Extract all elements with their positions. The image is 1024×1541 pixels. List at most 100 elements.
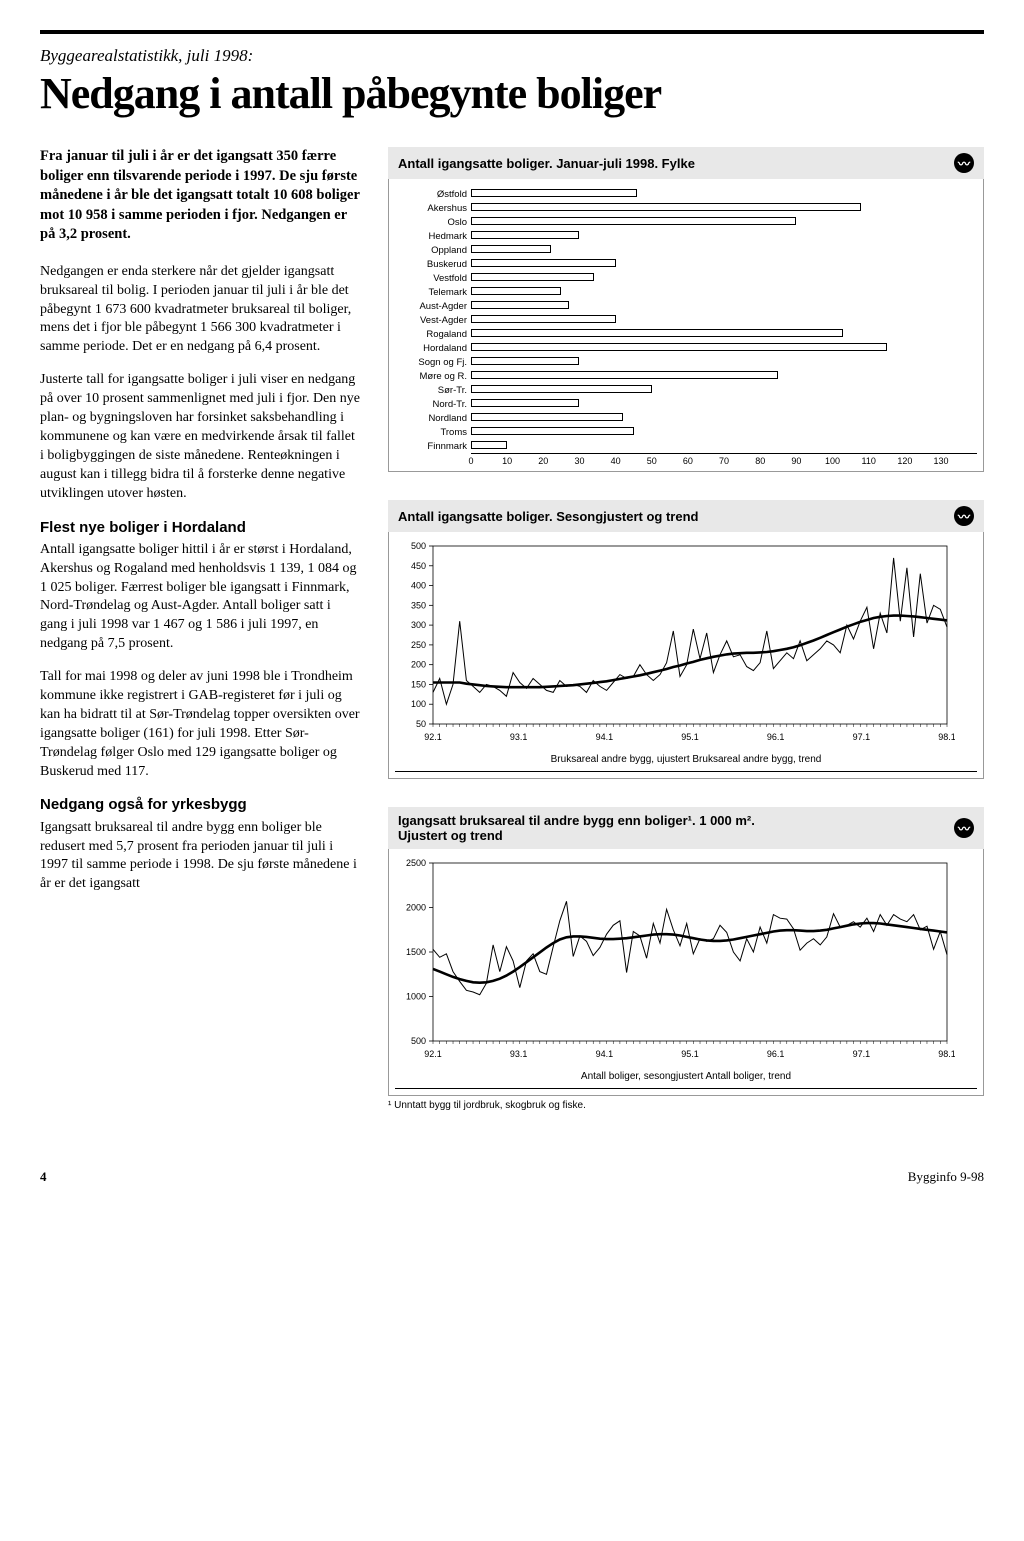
bar-row: Akershus (395, 201, 977, 215)
two-column-layout: Fra januar til juli i år er det igangsat… (40, 147, 984, 1139)
svg-text:450: 450 (411, 561, 426, 571)
svg-text:200: 200 (411, 660, 426, 670)
svg-text:1500: 1500 (406, 947, 426, 957)
svg-text:94.1: 94.1 (596, 1049, 614, 1059)
svg-text:94.1: 94.1 (596, 732, 614, 742)
bar-row: Buskerud (395, 257, 977, 271)
charts-column: Antall igangsatte boliger. Januar-juli 1… (388, 147, 984, 1139)
bar-row: Nordland (395, 411, 977, 425)
paragraph-1: Nedgangen er enda sterkere når det gjeld… (40, 263, 360, 357)
bar-row: Sør-Tr. (395, 383, 977, 397)
svg-text:95.1: 95.1 (681, 1049, 699, 1059)
svg-text:92.1: 92.1 (424, 732, 442, 742)
page-footer: 4 Bygginfo 9-98 (40, 1169, 984, 1185)
svg-text:97.1: 97.1 (853, 1049, 871, 1059)
headline: Nedgang i antall påbegynte boliger (40, 68, 984, 119)
chart-1-title-bar: Antall igangsatte boliger. Januar-juli 1… (388, 147, 984, 179)
paragraph-5: Igangsatt bruksareal til andre bygg enn … (40, 819, 360, 895)
bar-row: Møre og R. (395, 369, 977, 383)
svg-text:2000: 2000 (406, 903, 426, 913)
svg-text:400: 400 (411, 581, 426, 591)
bar-label: Nordland (395, 413, 471, 424)
bar-label: Nord-Tr. (395, 399, 471, 410)
bar-label: Oslo (395, 217, 471, 228)
svg-text:500: 500 (411, 1036, 426, 1046)
svg-text:50: 50 (416, 719, 426, 729)
lede: Fra januar til juli i år er det igangsat… (40, 147, 360, 245)
chart-icon: 〰 (954, 153, 974, 173)
bar-label: Vestfold (395, 273, 471, 284)
bar-label: Møre og R. (395, 371, 471, 382)
bar-row: Finnmark (395, 439, 977, 453)
bar-label: Akershus (395, 203, 471, 214)
chart-1: Antall igangsatte boliger. Januar-juli 1… (388, 147, 984, 472)
svg-text:98.1: 98.1 (938, 732, 955, 742)
bar-row: Oppland (395, 243, 977, 257)
chart-2-title-bar: Antall igangsatte boliger. Sesongjustert… (388, 500, 984, 532)
chart-3-title-bar: Igangsatt bruksareal til andre bygg enn … (388, 807, 984, 849)
bar-row: Nord-Tr. (395, 397, 977, 411)
bar-label: Hordaland (395, 343, 471, 354)
paragraph-4: Tall for mai 1998 og deler av juni 1998 … (40, 668, 360, 781)
bar-row: Oslo (395, 215, 977, 229)
page-number: 4 (40, 1169, 47, 1185)
bar-row: Hedmark (395, 229, 977, 243)
svg-text:2500: 2500 (406, 858, 426, 868)
svg-text:96.1: 96.1 (767, 1049, 785, 1059)
publication-ref: Bygginfo 9-98 (908, 1169, 984, 1185)
chart-2-legend: Bruksareal andre bygg, ujustert Bruksare… (395, 754, 977, 765)
chart-3-area: 500 1000 1500 2000 2500 92.1 93.1 94.1 95.1 96.1 9… (388, 849, 984, 1096)
bar-row: Hordaland (395, 341, 977, 355)
chart-3-title: Igangsatt bruksareal til andre bygg enn … (398, 813, 755, 843)
bar-label: Troms (395, 427, 471, 438)
svg-text:97.1: 97.1 (853, 732, 871, 742)
chart-3-legend: Antall boliger, sesongjustert Antall bol… (395, 1071, 977, 1082)
svg-text:350: 350 (411, 600, 426, 610)
chart-3: Igangsatt bruksareal til andre bygg enn … (388, 807, 984, 1111)
bar-label: Vest-Agder (395, 315, 471, 326)
kicker: Byggearealstatistikk, juli 1998: (40, 46, 984, 66)
bar-row: Østfold (395, 187, 977, 201)
bar-label: Buskerud (395, 259, 471, 270)
chart-3-svg: 500 1000 1500 2000 2500 92.1 93.1 94.1 95.1 96.1 9… (395, 857, 955, 1067)
bar-row: Sogn og Fj. (395, 355, 977, 369)
svg-text:96.1: 96.1 (767, 732, 785, 742)
chart-1-area: Østfold Akershus Oslo Hedmark Oppland Buskeru… (388, 179, 984, 472)
bar-row: Aust-Agder (395, 299, 977, 313)
bar-label: Østfold (395, 189, 471, 200)
svg-text:92.1: 92.1 (424, 1049, 442, 1059)
bar-row: Vestfold (395, 271, 977, 285)
text-column: Fra januar til juli i år er det igangsat… (40, 147, 360, 1139)
svg-text:100: 100 (411, 699, 426, 709)
bar-label: Oppland (395, 245, 471, 256)
bar-row: Rogaland (395, 327, 977, 341)
svg-text:250: 250 (411, 640, 426, 650)
chart-2-area: 5010015020025030035040045050092.193.194.… (388, 532, 984, 779)
subhead-1: Flest nye boliger i Hordaland (40, 518, 360, 538)
chart-2-svg: 5010015020025030035040045050092.193.194.… (395, 540, 955, 750)
svg-text:93.1: 93.1 (510, 1049, 528, 1059)
svg-text:1000: 1000 (406, 992, 426, 1002)
svg-text:95.1: 95.1 (681, 732, 699, 742)
bar-label: Rogaland (395, 329, 471, 340)
subhead-2: Nedgang også for yrkesbygg (40, 795, 360, 815)
chart-icon: 〰 (954, 818, 974, 838)
bar-label: Sogn og Fj. (395, 357, 471, 368)
svg-text:500: 500 (411, 541, 426, 551)
top-rule (40, 30, 984, 34)
svg-text:300: 300 (411, 620, 426, 630)
chart-2: Antall igangsatte boliger. Sesongjustert… (388, 500, 984, 779)
bar-label: Finnmark (395, 441, 471, 452)
chart-icon: 〰 (954, 506, 974, 526)
bar-label: Aust-Agder (395, 301, 471, 312)
footnote: ¹ Unntatt bygg til jordbruk, skogbruk og… (388, 1100, 984, 1111)
svg-text:98.1: 98.1 (938, 1049, 955, 1059)
bar-label: Telemark (395, 287, 471, 298)
bar-label: Sør-Tr. (395, 385, 471, 396)
svg-text:93.1: 93.1 (510, 732, 528, 742)
bar-label: Hedmark (395, 231, 471, 242)
paragraph-3: Antall igangsatte boliger hittil i år er… (40, 541, 360, 654)
bar-row: Telemark (395, 285, 977, 299)
chart-1-title: Antall igangsatte boliger. Januar-juli 1… (398, 156, 695, 171)
chart-3-rule (395, 1088, 977, 1089)
